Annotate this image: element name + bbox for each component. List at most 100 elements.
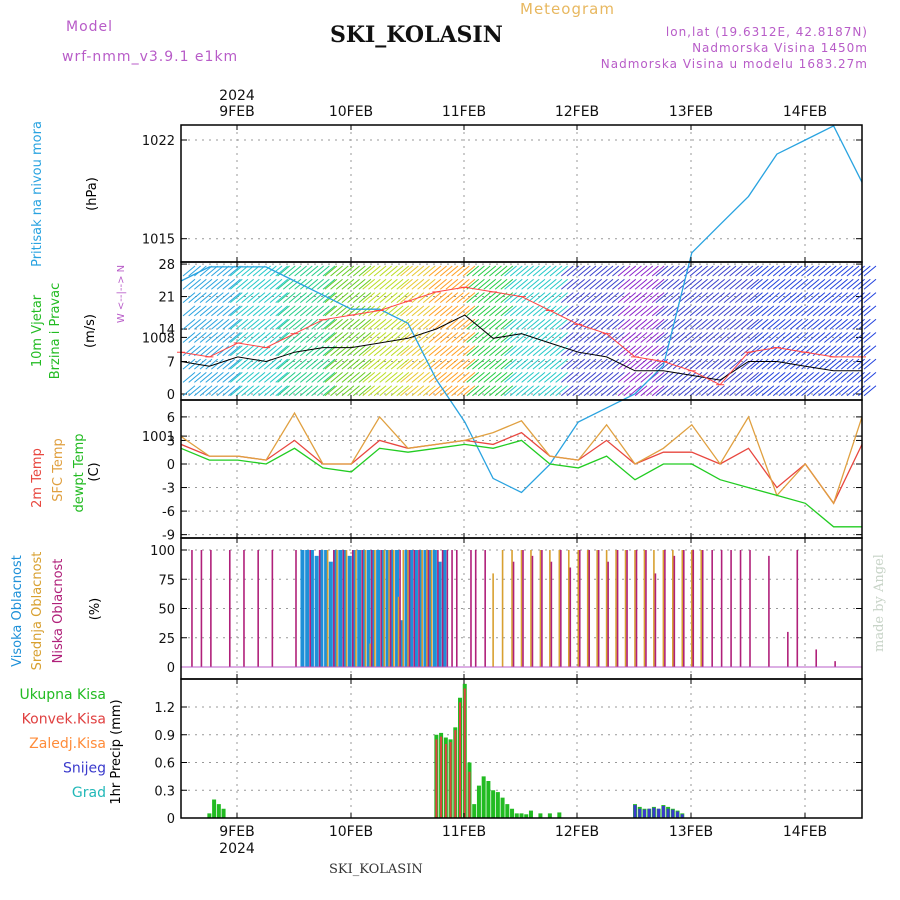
- wind-barb: [829, 385, 843, 397]
- wind-barb: [445, 318, 459, 330]
- wind-barb: [211, 385, 224, 397]
- wind-barb: [583, 318, 597, 330]
- wind-barb: [445, 265, 459, 277]
- wind-barb: [216, 372, 230, 383]
- precip-bar-snow: [647, 808, 651, 818]
- wind-barb: [199, 305, 213, 317]
- wind-barb: [646, 265, 659, 277]
- legend-frozen-precip: Zaledj.Kisa: [29, 736, 106, 752]
- wind-barb: [504, 292, 517, 303]
- wind-barb: [222, 332, 236, 343]
- wind-barb: [806, 305, 820, 317]
- precip-bar-snow: [671, 809, 675, 818]
- wind-barb: [735, 305, 748, 317]
- wind-barb: [746, 358, 760, 370]
- wind-barb: [767, 278, 780, 290]
- wind-barb: [428, 318, 442, 330]
- wind-barb: [252, 332, 266, 343]
- wind-barb: [188, 372, 201, 383]
- wind-barb: [740, 305, 754, 317]
- wind-barb: [566, 372, 580, 383]
- wind-barb: [445, 292, 459, 303]
- wind-barb: [795, 292, 809, 303]
- wind-barb: [396, 278, 410, 290]
- wind-barb: [299, 305, 313, 317]
- wind-barb: [521, 385, 534, 397]
- x-tick-label-top: 10FEB: [329, 104, 373, 120]
- wind-barb: [352, 358, 366, 370]
- wind-barb: [683, 345, 697, 357]
- wind-barb: [689, 318, 703, 330]
- y-tick-label: 1015: [142, 233, 175, 248]
- wind-barb: [445, 278, 459, 290]
- precip-bar-total: [524, 814, 529, 818]
- wind-barb: [466, 372, 480, 383]
- wind-barb: [778, 358, 792, 370]
- wind-barb: [472, 318, 485, 330]
- wind-barb: [795, 332, 809, 343]
- wind-barb: [358, 385, 372, 397]
- wind-barb: [483, 358, 497, 370]
- wind-barb: [801, 345, 814, 357]
- wind-barb: [617, 358, 631, 370]
- wind-barb: [451, 332, 464, 343]
- wind-barb: [400, 358, 413, 370]
- wind-barb: [829, 265, 843, 277]
- wind-barb: [324, 292, 338, 303]
- wind-barb: [362, 385, 376, 397]
- ylabel-cloud-mid: Srednja Oblacnost: [30, 552, 45, 671]
- wind-barb: [583, 292, 597, 303]
- footer-station: SKI_KOLASIN: [329, 862, 423, 877]
- wind-barb: [494, 305, 508, 317]
- wind-barb: [222, 345, 236, 357]
- wind-barb: [246, 358, 260, 370]
- wind-barb: [194, 385, 207, 397]
- wind-barb: [373, 358, 387, 370]
- wind-barb: [801, 332, 814, 343]
- wind-barb: [396, 318, 410, 330]
- wind-barb: [672, 265, 686, 277]
- wind-barb: [761, 372, 775, 383]
- wind-barb: [683, 358, 697, 370]
- wind-barb: [216, 292, 230, 303]
- precip-bar-snow: [661, 805, 665, 818]
- wind-barb: [723, 332, 737, 343]
- wind-barb: [269, 332, 283, 343]
- wind-barb: [500, 292, 514, 303]
- wind-barb: [434, 292, 447, 303]
- wind-barb: [755, 372, 769, 383]
- wind-barb: [578, 345, 591, 357]
- wind-barb: [379, 292, 393, 303]
- x-tick-label-bottom: 12FEB: [555, 824, 599, 840]
- wind-barb: [305, 358, 319, 370]
- wind-barb: [689, 332, 703, 343]
- wind-barb: [241, 385, 254, 397]
- wind-barb: [572, 305, 586, 317]
- wind-barb: [277, 372, 290, 383]
- wind-barb: [561, 358, 574, 370]
- wind-barb: [504, 385, 517, 397]
- y-tick-label: 50: [158, 603, 175, 618]
- wind-barb: [795, 358, 809, 370]
- wind-barb: [812, 305, 826, 317]
- wind-barb: [729, 358, 743, 370]
- wind-barb: [411, 265, 425, 277]
- wind-barb: [451, 318, 464, 330]
- wind-barb: [672, 278, 686, 290]
- wind-barb: [735, 358, 748, 370]
- wind-barb: [235, 278, 249, 290]
- precip-bar-total: [557, 812, 562, 818]
- wind-barb: [612, 358, 625, 370]
- wind-barb: [666, 278, 680, 290]
- wind-barb: [712, 332, 725, 343]
- wind-barb: [445, 332, 459, 343]
- wind-barb: [812, 372, 826, 383]
- wind-barb: [205, 372, 219, 383]
- wind-barb: [784, 385, 797, 397]
- wind-barb: [689, 358, 703, 370]
- wind-barb: [211, 265, 224, 277]
- wind-barb: [282, 265, 296, 277]
- precip-bar-convective: [449, 742, 452, 818]
- wind-barb: [689, 305, 703, 317]
- wind-barb: [396, 345, 410, 357]
